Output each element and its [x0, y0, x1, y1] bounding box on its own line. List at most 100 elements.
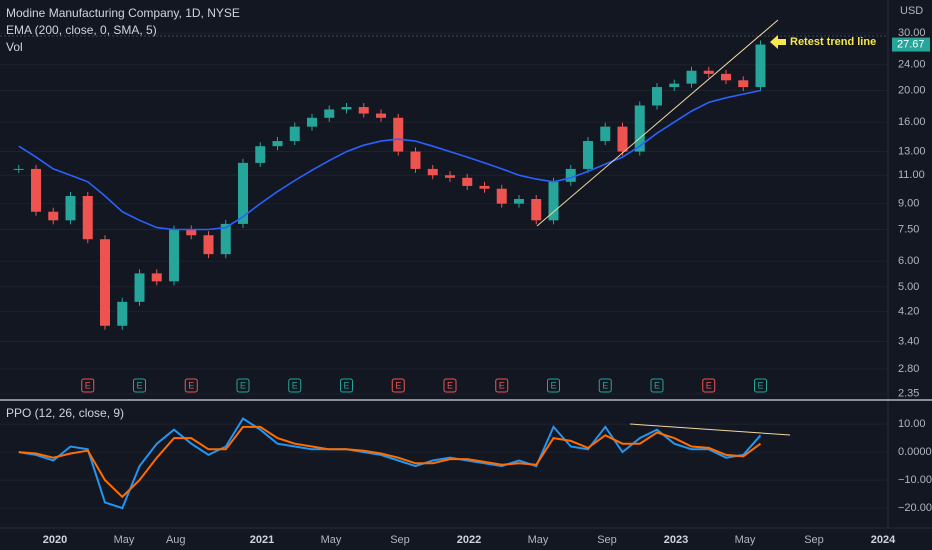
y-tick-label: −20.00	[898, 502, 932, 514]
earnings-marker	[133, 378, 146, 393]
earnings-marker	[236, 378, 250, 393]
y-tick-label: −10.00	[898, 474, 932, 486]
earnings-marker	[547, 378, 560, 393]
x-tick-label: 2020	[43, 534, 67, 546]
candle	[703, 70, 714, 74]
currency-label: USD	[900, 5, 923, 17]
earnings-marker	[81, 378, 95, 393]
x-tick-label: Sep	[804, 534, 824, 546]
y-tick-label: 24.00	[898, 59, 926, 71]
candle	[255, 146, 266, 163]
trend-line	[536, 19, 779, 227]
earnings-label: E	[85, 380, 91, 390]
series-line	[18, 89, 761, 231]
candle	[272, 141, 283, 147]
candle	[65, 195, 76, 221]
earnings-label: E	[757, 380, 763, 390]
series-line	[18, 417, 762, 510]
x-tick-label: May	[528, 534, 549, 546]
earnings-marker	[650, 378, 664, 393]
candle	[565, 168, 576, 182]
x-tick-label: May	[321, 534, 342, 546]
x-tick-label: Aug	[166, 534, 186, 546]
y-tick-label: 10.00	[898, 418, 926, 430]
candle	[427, 168, 438, 176]
earnings-label: E	[706, 380, 712, 390]
earnings-marker	[754, 378, 767, 393]
earnings-label: E	[136, 380, 142, 390]
candle	[203, 235, 214, 255]
x-tick-label: 2024	[871, 534, 896, 546]
series-line	[18, 425, 762, 499]
candle	[410, 151, 421, 169]
volume-label: Vol	[6, 40, 23, 54]
candle	[186, 229, 197, 236]
y-tick-label: 20.00	[898, 84, 926, 96]
candle	[514, 198, 524, 204]
y-tick-label: 16.00	[898, 116, 926, 128]
earnings-label: E	[602, 380, 608, 390]
candle	[496, 188, 507, 204]
candle	[634, 105, 645, 152]
annotation-arrow	[770, 35, 786, 49]
candle	[117, 301, 128, 326]
earnings-marker	[495, 378, 509, 393]
candle	[548, 181, 559, 221]
x-tick-label: Sep	[597, 534, 617, 546]
candle	[376, 113, 386, 118]
y-tick-label: 4.20	[898, 305, 919, 317]
earnings-label: E	[292, 380, 298, 390]
last-price-box	[892, 37, 930, 52]
earnings-label: E	[447, 380, 453, 390]
candle	[307, 117, 317, 127]
earnings-marker	[288, 378, 302, 393]
earnings-marker	[391, 378, 405, 393]
x-tick-label: May	[735, 534, 756, 546]
earnings-label: E	[499, 380, 505, 390]
candle	[220, 223, 231, 255]
candle	[617, 126, 628, 152]
candle	[134, 273, 145, 302]
ppo-trend-line	[629, 423, 791, 436]
indicator-label: EMA (200, close, 0, SMA, 5)	[6, 23, 157, 37]
y-tick-label: 30.00	[898, 27, 926, 39]
earnings-marker	[702, 378, 716, 393]
y-tick-label: 3.40	[898, 335, 919, 347]
earnings-marker	[598, 378, 612, 393]
y-tick-label: 7.50	[898, 223, 919, 235]
candle	[755, 44, 766, 88]
y-tick-label: 5.00	[898, 281, 919, 293]
last-price-label: 27.67	[897, 38, 925, 50]
candle	[462, 177, 473, 186]
x-tick-label: 2023	[664, 534, 688, 546]
y-tick-label: 2.35	[898, 388, 919, 400]
candle	[13, 168, 24, 170]
earnings-marker	[443, 378, 457, 393]
y-tick-label: 13.00	[898, 145, 926, 157]
candle	[600, 126, 611, 142]
chart-title: Modine Manufacturing Company, 1D, NYSE	[6, 6, 240, 20]
candle	[48, 211, 59, 221]
x-tick-label: 2021	[250, 534, 274, 546]
candle	[169, 229, 179, 282]
earnings-label: E	[395, 380, 401, 390]
candle	[151, 273, 162, 282]
candle	[82, 195, 93, 240]
candle	[738, 80, 749, 88]
candle	[238, 162, 248, 224]
candle	[324, 109, 335, 118]
candle	[686, 70, 697, 84]
annotation: Retest trend line	[790, 36, 876, 48]
y-tick-label: 0.0000	[898, 446, 932, 458]
candle	[583, 141, 593, 169]
y-tick-label: 6.00	[898, 255, 919, 267]
x-tick-label: 2022	[457, 534, 481, 546]
x-tick-label: May	[114, 534, 135, 546]
earnings-label: E	[654, 380, 660, 390]
candle	[100, 239, 110, 326]
candle	[31, 168, 41, 212]
candle	[479, 185, 490, 189]
candle	[531, 198, 542, 221]
candle	[652, 87, 662, 106]
x-tick-label: Sep	[390, 534, 410, 546]
